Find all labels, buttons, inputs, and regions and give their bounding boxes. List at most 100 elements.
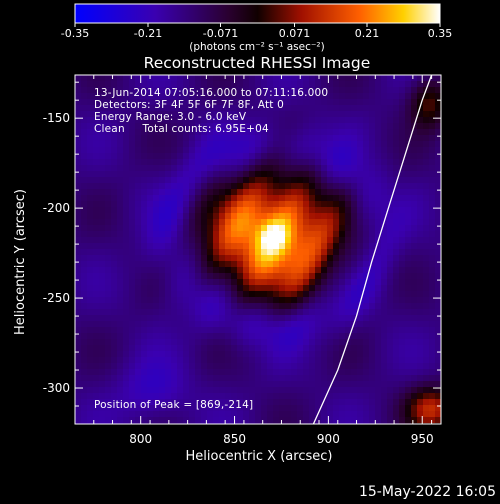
heatmap-cell	[207, 351, 213, 357]
heatmap-cell	[345, 177, 351, 183]
heatmap-cell	[219, 387, 225, 393]
heatmap-cell	[267, 375, 273, 381]
heatmap-cell	[285, 381, 291, 387]
heatmap-cell	[393, 381, 399, 387]
heatmap-cell	[267, 303, 273, 309]
heatmap-cell	[345, 225, 351, 231]
heatmap-cell	[111, 135, 117, 141]
heatmap-cell	[321, 159, 327, 165]
heatmap-cell	[165, 195, 171, 201]
heatmap-cell	[135, 249, 141, 255]
heatmap-cell	[153, 231, 159, 237]
heatmap-cell	[315, 237, 321, 243]
heatmap-cell	[231, 111, 237, 117]
heatmap-cell	[297, 141, 303, 147]
heatmap-cell	[285, 111, 291, 117]
heatmap-cell	[99, 411, 105, 417]
heatmap-cell	[165, 327, 171, 333]
heatmap-cell	[297, 357, 303, 363]
heatmap-cell	[327, 351, 333, 357]
heatmap-cell	[201, 345, 207, 351]
heatmap-cell	[369, 81, 375, 87]
heatmap-cell	[381, 141, 387, 147]
heatmap-cell	[183, 327, 189, 333]
heatmap-cell	[405, 387, 411, 393]
heatmap-cell	[231, 87, 237, 93]
heatmap-cell	[375, 381, 381, 387]
heatmap-cell	[357, 195, 363, 201]
heatmap-cell	[297, 159, 303, 165]
heatmap-cell	[381, 303, 387, 309]
heatmap-cell	[393, 87, 399, 93]
heatmap-cell	[315, 345, 321, 351]
heatmap-cell	[219, 219, 225, 225]
heatmap-cell	[405, 333, 411, 339]
heatmap-cell	[141, 135, 147, 141]
heatmap-cell	[81, 363, 87, 369]
heatmap-cell	[171, 87, 177, 93]
heatmap-cell	[147, 201, 153, 207]
heatmap-cell	[201, 87, 207, 93]
heatmap-cell	[219, 267, 225, 273]
heatmap-cell	[309, 363, 315, 369]
heatmap-cell	[105, 135, 111, 141]
heatmap-cell	[105, 159, 111, 165]
heatmap-cell	[363, 333, 369, 339]
heatmap-cell	[399, 297, 405, 303]
heatmap-cell	[393, 417, 399, 423]
heatmap-cell	[237, 351, 243, 357]
heatmap-cell	[297, 393, 303, 399]
heatmap-cell	[435, 321, 441, 327]
heatmap-cell	[129, 303, 135, 309]
heatmap-cell	[363, 321, 369, 327]
heatmap-cell	[423, 105, 429, 111]
heatmap-cell	[381, 387, 387, 393]
heatmap-cell	[417, 291, 423, 297]
heatmap-cell	[225, 189, 231, 195]
heatmap-cell	[195, 81, 201, 87]
heatmap-cell	[387, 393, 393, 399]
heatmap-cell	[123, 303, 129, 309]
heatmap-cell	[339, 153, 345, 159]
heatmap-cell	[429, 411, 435, 417]
heatmap-cell	[369, 129, 375, 135]
heatmap-cell	[153, 183, 159, 189]
heatmap-cell	[405, 309, 411, 315]
heatmap-cell	[237, 405, 243, 411]
heatmap-cell	[351, 177, 357, 183]
heatmap-cell	[285, 147, 291, 153]
heatmap-cell	[333, 237, 339, 243]
heatmap-cell	[99, 93, 105, 99]
heatmap-cell	[177, 153, 183, 159]
heatmap-cell	[183, 165, 189, 171]
heatmap-cell	[249, 111, 255, 117]
heatmap-cell	[399, 135, 405, 141]
heatmap-cell	[81, 393, 87, 399]
heatmap-cell	[339, 333, 345, 339]
heatmap-cell	[315, 399, 321, 405]
heatmap-cell	[297, 225, 303, 231]
heatmap-cell	[243, 321, 249, 327]
heatmap-cell	[189, 363, 195, 369]
heatmap-cell	[405, 159, 411, 165]
heatmap-cell	[345, 135, 351, 141]
heatmap-cell	[243, 273, 249, 279]
heatmap-cell	[285, 165, 291, 171]
heatmap-cell	[279, 273, 285, 279]
heatmap-cell	[345, 417, 351, 423]
heatmap-cell	[201, 255, 207, 261]
heatmap-cell	[255, 105, 261, 111]
heatmap-cell	[81, 327, 87, 333]
heatmap-cell	[183, 213, 189, 219]
heatmap-cell	[111, 147, 117, 153]
heatmap-cell	[303, 351, 309, 357]
heatmap-cell	[285, 363, 291, 369]
heatmap-cell	[357, 405, 363, 411]
heatmap-cell	[363, 393, 369, 399]
heatmap-cell	[357, 315, 363, 321]
heatmap-cell	[315, 75, 321, 81]
heatmap-cell	[291, 141, 297, 147]
heatmap-cell	[237, 375, 243, 381]
heatmap-cell	[75, 255, 81, 261]
heatmap-cell	[135, 387, 141, 393]
